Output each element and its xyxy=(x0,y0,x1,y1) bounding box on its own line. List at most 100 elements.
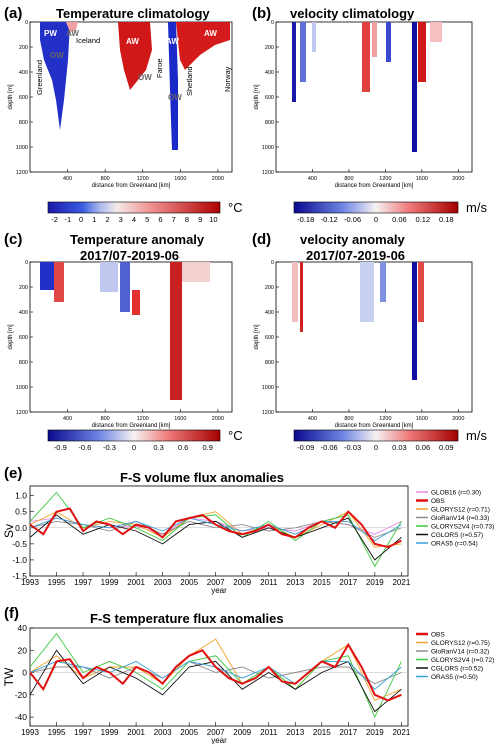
panel-d-colorbar-tick: 0.09 xyxy=(439,443,454,452)
panel-c-band-4 xyxy=(120,262,130,312)
panel-c-colorbar-tick: 0 xyxy=(132,443,136,452)
panel-d-colorbar-tick: -0.06 xyxy=(321,443,338,452)
panel-a-faroe-aw xyxy=(118,22,152,90)
panel-c-xlabel: distance from Greenland [km] xyxy=(92,423,171,429)
panel-b-xtick-label: 800 xyxy=(344,176,353,182)
panel-d-xtick-label: 1200 xyxy=(379,416,391,422)
panel-b-ytick-label: 400 xyxy=(265,70,274,76)
chart-0-xtick-label: 2007 xyxy=(207,578,225,587)
panel-b-colorbar-tick: 0.12 xyxy=(416,215,431,224)
chart-0-xtick-label: 2019 xyxy=(366,578,384,587)
panel-c-band-5 xyxy=(132,290,140,315)
chart-0-xtick-label: 2011 xyxy=(260,578,278,587)
panel-c-ytick-label: 600 xyxy=(19,335,28,341)
panel-c-colorbar-tick: -0.6 xyxy=(78,443,91,452)
panel-a-label-8: OW xyxy=(138,73,152,82)
panel-a-colorbar-unit: °C xyxy=(228,200,243,215)
chart-0-xtick-label: 1999 xyxy=(101,578,119,587)
panel-c-xtick-label: 800 xyxy=(101,416,110,422)
panel-c-title: Temperature anomaly xyxy=(70,232,205,247)
panel-d-letter: (d) xyxy=(252,231,271,248)
panel-b-band-5 xyxy=(372,22,377,57)
panel-a-label-10: AW xyxy=(204,29,217,38)
panel-a-xtick-label: 400 xyxy=(63,176,72,182)
panel-a-colorbar-tick: 7 xyxy=(172,215,176,224)
panel-b-band-8 xyxy=(418,22,426,82)
panel-a-colorbar xyxy=(47,201,221,214)
panel-f-title: F-S temperature flux anomalies xyxy=(90,611,284,626)
chart-0-ylabel: Sv xyxy=(2,524,16,538)
chart-1-series-0-line xyxy=(29,642,402,702)
panel-a-label-1: AW xyxy=(66,29,79,38)
panel-b-band-6 xyxy=(386,22,391,62)
panel-e-letter: (e) xyxy=(4,465,22,482)
chart-1-xtick-label: 2013 xyxy=(286,728,304,737)
chart-0-xtick-label: 2003 xyxy=(154,578,172,587)
panel-d-colorbar-tick: 0.06 xyxy=(416,443,431,452)
chart-1-legend-label: GLORYS2V4 (r=0.72) xyxy=(431,657,494,664)
panel-c-ytick-label: 200 xyxy=(19,285,28,291)
chart-0-legend-label: GloRanV14 (r=0.33) xyxy=(431,515,489,522)
panel-a-ytick-label: 1200 xyxy=(16,170,28,176)
panel-a-xtick-label: 800 xyxy=(101,176,110,182)
panel-a-ytick-label: 1000 xyxy=(16,145,28,151)
panel-d-band-5 xyxy=(412,262,417,380)
chart-1-xtick-label: 2009 xyxy=(233,728,251,737)
panel-a-colorbar-tick: 3 xyxy=(119,215,123,224)
chart-1-xtick-label: 2003 xyxy=(154,728,172,737)
chart-0-legend-label: GLORYS12 (r=0.71) xyxy=(431,507,490,514)
chart-1-xtick-label: 2011 xyxy=(260,728,278,737)
panel-a-colorbar-tick: -1 xyxy=(65,215,72,224)
panel-b-colorbar-tick: 0.18 xyxy=(439,215,454,224)
chart-1-xtick-label: 1993 xyxy=(21,728,39,737)
chart-1-xtick-label: 2017 xyxy=(339,728,357,737)
panel-d-ytick-label: 1000 xyxy=(262,385,274,391)
panel-a-colorbar-tick: 0 xyxy=(79,215,83,224)
chart-0-xtick-label: 2017 xyxy=(339,578,357,587)
chart-0-legend-label: GLORYS2V4 (r=0.73) xyxy=(431,524,494,531)
panel-d-xtick-label: 400 xyxy=(308,416,317,422)
panel-a-ytick-label: 200 xyxy=(19,45,28,51)
panel-d-colorbar-tick: -0.09 xyxy=(297,443,314,452)
panel-d-subtitle: 2017/07-2019-06 xyxy=(306,248,405,263)
panel-a-colorbar-tick: 10 xyxy=(209,215,217,224)
chart-1-xtick-label: 2007 xyxy=(207,728,225,737)
panel-d-xtick-label: 2000 xyxy=(452,416,464,422)
panel-a-colorbar-tick: 8 xyxy=(185,215,189,224)
panel-d-band-4 xyxy=(380,262,386,302)
chart-0-ytick-label: -1.0 xyxy=(12,555,27,565)
chart-0-xtick-label: 2001 xyxy=(127,578,145,587)
panel-b-band-7 xyxy=(412,22,417,152)
chart-0-xtick-label: 2021 xyxy=(392,578,410,587)
panel-b-ytick-label: 800 xyxy=(265,120,274,126)
panel-b-colorbar-tick: -0.06 xyxy=(344,215,361,224)
panel-d-band-2 xyxy=(300,262,303,332)
panel-b-ytick-label: 200 xyxy=(265,45,274,51)
panel-a-label-9: Shetland xyxy=(185,66,194,96)
panel-b-xtick-label: 1200 xyxy=(379,176,391,182)
chart-1-legend-label: GloRanV14 (r=0.32) xyxy=(431,649,489,656)
panel-d-ytick-label: 200 xyxy=(265,285,274,291)
panel-b-xlabel: distance from Greenland [km] xyxy=(335,183,414,189)
panel-a-channel-cold xyxy=(168,22,178,150)
panel-a-letter: (a) xyxy=(4,5,22,22)
chart-0-xtick-label: 1993 xyxy=(21,578,39,587)
panel-d-frame xyxy=(275,261,473,413)
panel-c-xtick-label: 400 xyxy=(63,416,72,422)
chart-1-ytick-label: -40 xyxy=(15,712,28,722)
panel-a-xtick-label: 1600 xyxy=(174,176,186,182)
chart-1-xtick-label: 1995 xyxy=(48,728,66,737)
panel-d-xtick-label: 800 xyxy=(344,416,353,422)
panel-c-band-2 xyxy=(54,262,64,302)
panel-e: (e) F-S volume flux anomalies 1.0 0.5 0.0 -… xyxy=(2,465,494,595)
chart-1-ytick-label: 0 xyxy=(22,668,27,678)
panel-a-colorbar-tick: 1 xyxy=(92,215,96,224)
chart-1-xtick-label: 2005 xyxy=(180,728,198,737)
panel-b-title: velocity climatology xyxy=(290,6,415,21)
panel-a: (a) Temperature climatology PW AW OW AW … xyxy=(4,5,243,224)
panel-a-colorbar-tick: -2 xyxy=(51,215,58,224)
chart-0-xlabel: year xyxy=(211,586,227,595)
panel-c-colorbar-tick: -0.3 xyxy=(103,443,116,452)
panel-b-ylabel: depth [m] xyxy=(254,84,260,109)
